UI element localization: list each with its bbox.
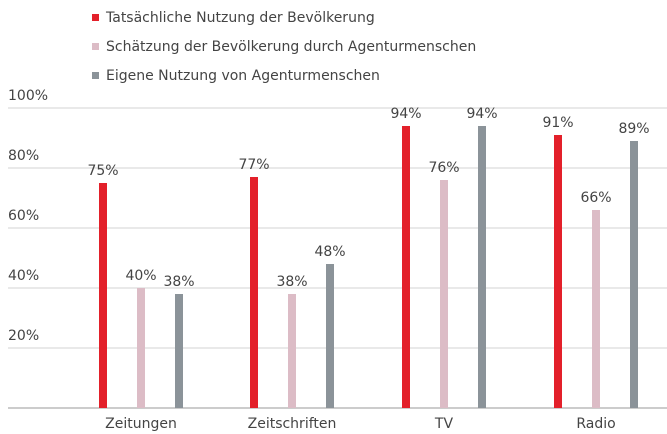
bar xyxy=(592,210,600,408)
legend-label: Tatsächliche Nutzung der Bevölkerung xyxy=(105,10,375,26)
bar xyxy=(402,126,410,408)
legend-swatch xyxy=(92,14,99,21)
data-label: 91% xyxy=(542,115,573,131)
bar xyxy=(175,294,183,408)
bar xyxy=(478,126,486,408)
y-tick-label: 60% xyxy=(8,208,39,224)
data-label: 76% xyxy=(428,160,459,176)
bar xyxy=(288,294,296,408)
bar xyxy=(440,180,448,408)
bar xyxy=(137,288,145,408)
legend-swatch xyxy=(92,72,99,79)
x-tick-label: Radio xyxy=(576,416,615,432)
data-label: 40% xyxy=(125,268,156,284)
legend-swatch xyxy=(92,43,99,50)
bar xyxy=(99,183,107,408)
y-tick-label: 20% xyxy=(8,328,39,344)
x-tick-label: TV xyxy=(434,416,454,432)
x-tick-label: Zeitschriften xyxy=(248,416,337,432)
data-label: 94% xyxy=(390,106,421,122)
bar xyxy=(326,264,334,408)
data-label: 66% xyxy=(580,190,611,206)
bar xyxy=(630,141,638,408)
legend-label: Eigene Nutzung von Agenturmenschen xyxy=(106,68,380,84)
data-label: 94% xyxy=(466,106,497,122)
bar xyxy=(554,135,562,408)
y-tick-label: 40% xyxy=(8,268,39,284)
data-label: 38% xyxy=(276,274,307,290)
x-tick-label: Zeitungen xyxy=(105,416,177,432)
y-tick-label: 80% xyxy=(8,148,39,164)
y-tick-label: 100% xyxy=(8,88,48,104)
data-label: 38% xyxy=(163,274,194,290)
data-label: 75% xyxy=(87,163,118,179)
legend-label: Schätzung der Bevölkerung durch Agenturm… xyxy=(106,39,476,55)
data-label: 77% xyxy=(238,157,269,173)
data-label: 48% xyxy=(314,244,345,260)
bar xyxy=(250,177,258,408)
data-label: 89% xyxy=(618,121,649,137)
